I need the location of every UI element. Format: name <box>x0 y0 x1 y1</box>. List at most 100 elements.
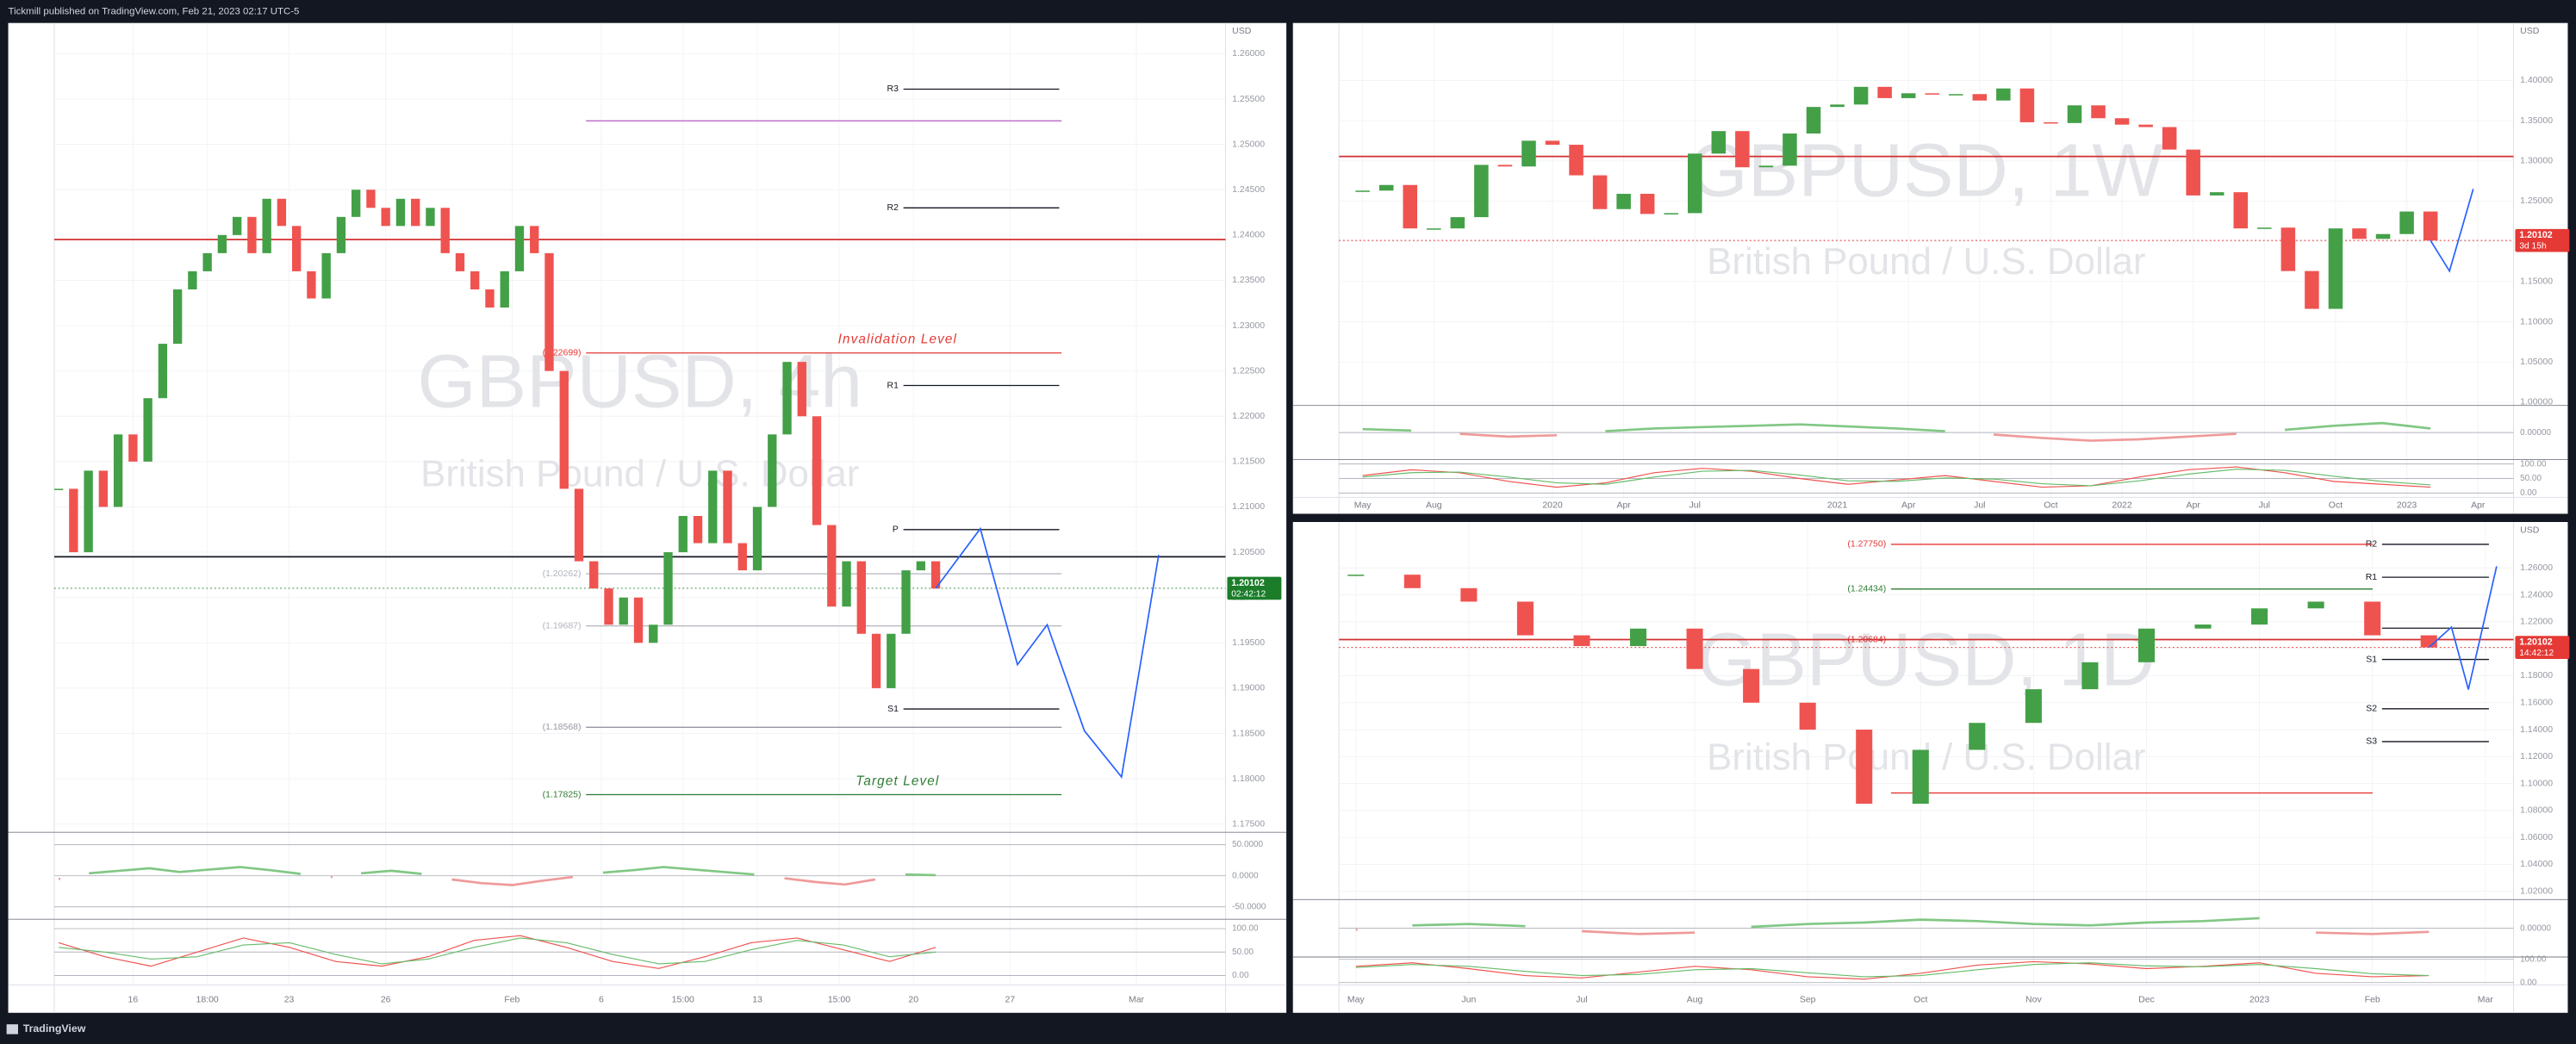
candle <box>128 434 138 462</box>
candle <box>797 362 806 417</box>
candle <box>1830 104 1845 108</box>
x-tick-label: 6 <box>599 995 604 1004</box>
level-label: R3 <box>887 84 899 94</box>
level-label: (1.20262) <box>543 569 582 579</box>
x-tick-label: Jul <box>1689 501 1701 511</box>
level-label: S1 <box>887 705 899 714</box>
price-tag <box>2515 636 2570 659</box>
x-tick-label: 2022 <box>2112 501 2131 511</box>
x-tick-label: Aug <box>1426 501 1442 511</box>
candle <box>1806 107 1821 134</box>
candle <box>53 488 64 490</box>
y-tick-label: 1.18500 <box>1232 729 1265 738</box>
price-tag-value: 1.20102 <box>1231 578 1265 588</box>
price-tag <box>2515 228 2570 252</box>
candle <box>2137 628 2156 662</box>
candle <box>2399 211 2414 234</box>
pane-tick-label: 100.00 <box>2520 954 2547 964</box>
candle <box>366 190 376 208</box>
candle <box>619 597 628 625</box>
x-tick-label: Aug <box>1687 995 1703 1004</box>
candle <box>1912 749 1929 805</box>
candle <box>395 198 406 227</box>
candle <box>202 252 212 271</box>
y-tick-label: 1.22500 <box>1232 366 1265 376</box>
x-tick-label: Jul <box>1974 501 1985 511</box>
candle <box>827 525 837 607</box>
candle <box>530 226 539 253</box>
candle <box>737 543 747 571</box>
candle <box>589 561 599 589</box>
candle <box>1735 131 1750 168</box>
candle <box>455 252 465 271</box>
y-tick-label: 1.06000 <box>2520 833 2553 842</box>
y-tick-label: 1.30000 <box>2520 156 2553 165</box>
pane-tick-label: 0.00000 <box>2520 923 2551 933</box>
chart-panel: 1.02000 1.04000 1.06000 1.08000 1.10000 1.120… <box>1292 522 2570 1013</box>
level-label: (1.27750) <box>1847 540 1886 550</box>
y-tick-label: 1.24000 <box>1232 231 1265 240</box>
candle <box>1347 575 1365 576</box>
candle <box>544 252 554 371</box>
level-label: R1 <box>887 381 899 390</box>
candle <box>1521 140 1536 167</box>
header-text: Tickmill published on TradingView.com, F… <box>9 6 300 16</box>
candle <box>2209 192 2224 196</box>
candle <box>1497 165 1513 167</box>
candle <box>842 561 851 607</box>
price-tag-value: 1.20102 <box>2519 637 2553 648</box>
candle <box>217 234 227 253</box>
y-tick-label: 1.10000 <box>2520 779 2553 788</box>
footer-brand[interactable]: TradingView <box>23 1022 86 1035</box>
candle <box>69 488 78 553</box>
candle <box>871 633 881 688</box>
candle <box>500 270 509 308</box>
candle <box>1569 145 1584 176</box>
y-tick-label: 1.15000 <box>2520 277 2553 287</box>
x-tick-label: 2021 <box>1827 501 1847 511</box>
level-label: P <box>893 525 899 535</box>
currency-label: USD <box>2520 525 2540 535</box>
x-tick-label: 13 <box>752 995 762 1004</box>
candle <box>2067 105 2082 123</box>
panel-bg <box>8 22 1287 1013</box>
y-tick-label: 1.25500 <box>1232 95 1265 104</box>
candle <box>2307 601 2324 609</box>
candle <box>1640 194 1655 214</box>
y-tick-label: 1.21000 <box>1232 502 1265 512</box>
candle <box>247 216 257 253</box>
x-tick-label: Mar <box>2478 995 2494 1004</box>
panel-bg <box>1292 22 2568 514</box>
x-tick-label: Apr <box>2187 501 2201 511</box>
pane-tick-label: 0.00 <box>2520 978 2537 987</box>
y-tick-label: 1.19000 <box>1232 684 1265 693</box>
y-tick-label: 1.05000 <box>2520 357 2553 367</box>
candle <box>708 470 718 544</box>
candle <box>1545 140 1560 146</box>
y-tick-label: 1.24000 <box>2520 590 2553 600</box>
x-tick-label: 23 <box>284 995 295 1004</box>
candle <box>812 416 822 525</box>
candle <box>1664 213 1678 214</box>
oscillator-line <box>905 873 936 877</box>
price-tag-value: 1.20102 <box>2519 230 2553 240</box>
oscillator-line <box>89 866 302 875</box>
candle <box>2352 228 2367 239</box>
main-pane: R3 R2 R1 P S1 (1.22699) Invalidation Level (1.2… <box>53 84 1226 799</box>
candle <box>1743 668 1760 703</box>
oscillator-line <box>361 869 422 875</box>
candle <box>2305 270 2319 309</box>
candle <box>352 190 361 217</box>
oscillator-line <box>784 877 876 886</box>
candle <box>98 470 109 507</box>
candle <box>930 561 941 589</box>
pane-tick-label: 0.00 <box>1232 971 1249 980</box>
y-tick-label: 1.40000 <box>2520 76 2553 85</box>
candle <box>1711 131 1727 154</box>
x-tick-label: 2023 <box>2397 501 2417 511</box>
stochastic-line <box>58 935 936 969</box>
candle <box>1996 88 2011 101</box>
candle <box>2186 149 2200 196</box>
candle <box>1877 86 1892 98</box>
candle <box>782 362 792 435</box>
